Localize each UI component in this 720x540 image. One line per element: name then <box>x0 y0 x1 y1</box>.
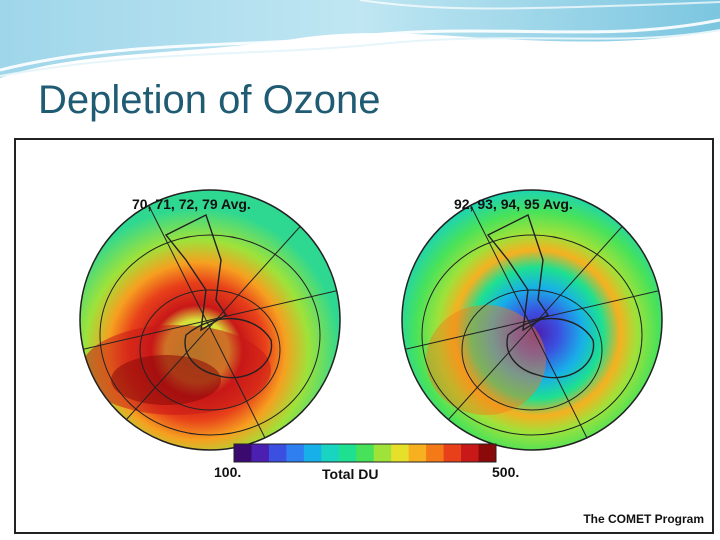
scale-title: Total DU <box>322 466 379 482</box>
left-globe-label: 70, 71, 72, 79 Avg. <box>132 196 251 212</box>
scale-swatch <box>321 444 340 462</box>
scale-swatch <box>286 444 305 462</box>
color-scale-bar <box>233 443 497 463</box>
scale-swatch <box>356 444 375 462</box>
credit-text: The COMET Program <box>583 512 704 526</box>
ozone-figure: 70, 71, 72, 79 Avg. 92, 93, 94, 95 Avg. … <box>14 138 714 534</box>
scale-swatch <box>461 444 480 462</box>
scale-swatch <box>303 444 322 462</box>
header-wave-decoration <box>0 0 720 80</box>
slide-title: Depletion of Ozone <box>38 78 381 122</box>
scale-border <box>233 443 497 463</box>
right-globe <box>402 190 662 450</box>
scale-swatch <box>391 444 410 462</box>
scale-swatch <box>338 444 357 462</box>
right-globe-label: 92, 93, 94, 95 Avg. <box>454 196 573 212</box>
scale-swatch <box>443 444 462 462</box>
left-globe <box>80 190 340 450</box>
scale-swatch <box>268 444 287 462</box>
scale-swatch <box>251 444 270 462</box>
ozone-globes-graphic <box>79 189 663 463</box>
scale-max-label: 500. <box>492 464 520 480</box>
scale-swatch <box>373 444 392 462</box>
scale-swatch <box>408 444 427 462</box>
scale-swatch <box>426 444 445 462</box>
scale-swatch <box>234 444 252 462</box>
scale-min-label: 100. <box>214 464 242 480</box>
scale-swatch <box>478 444 497 462</box>
